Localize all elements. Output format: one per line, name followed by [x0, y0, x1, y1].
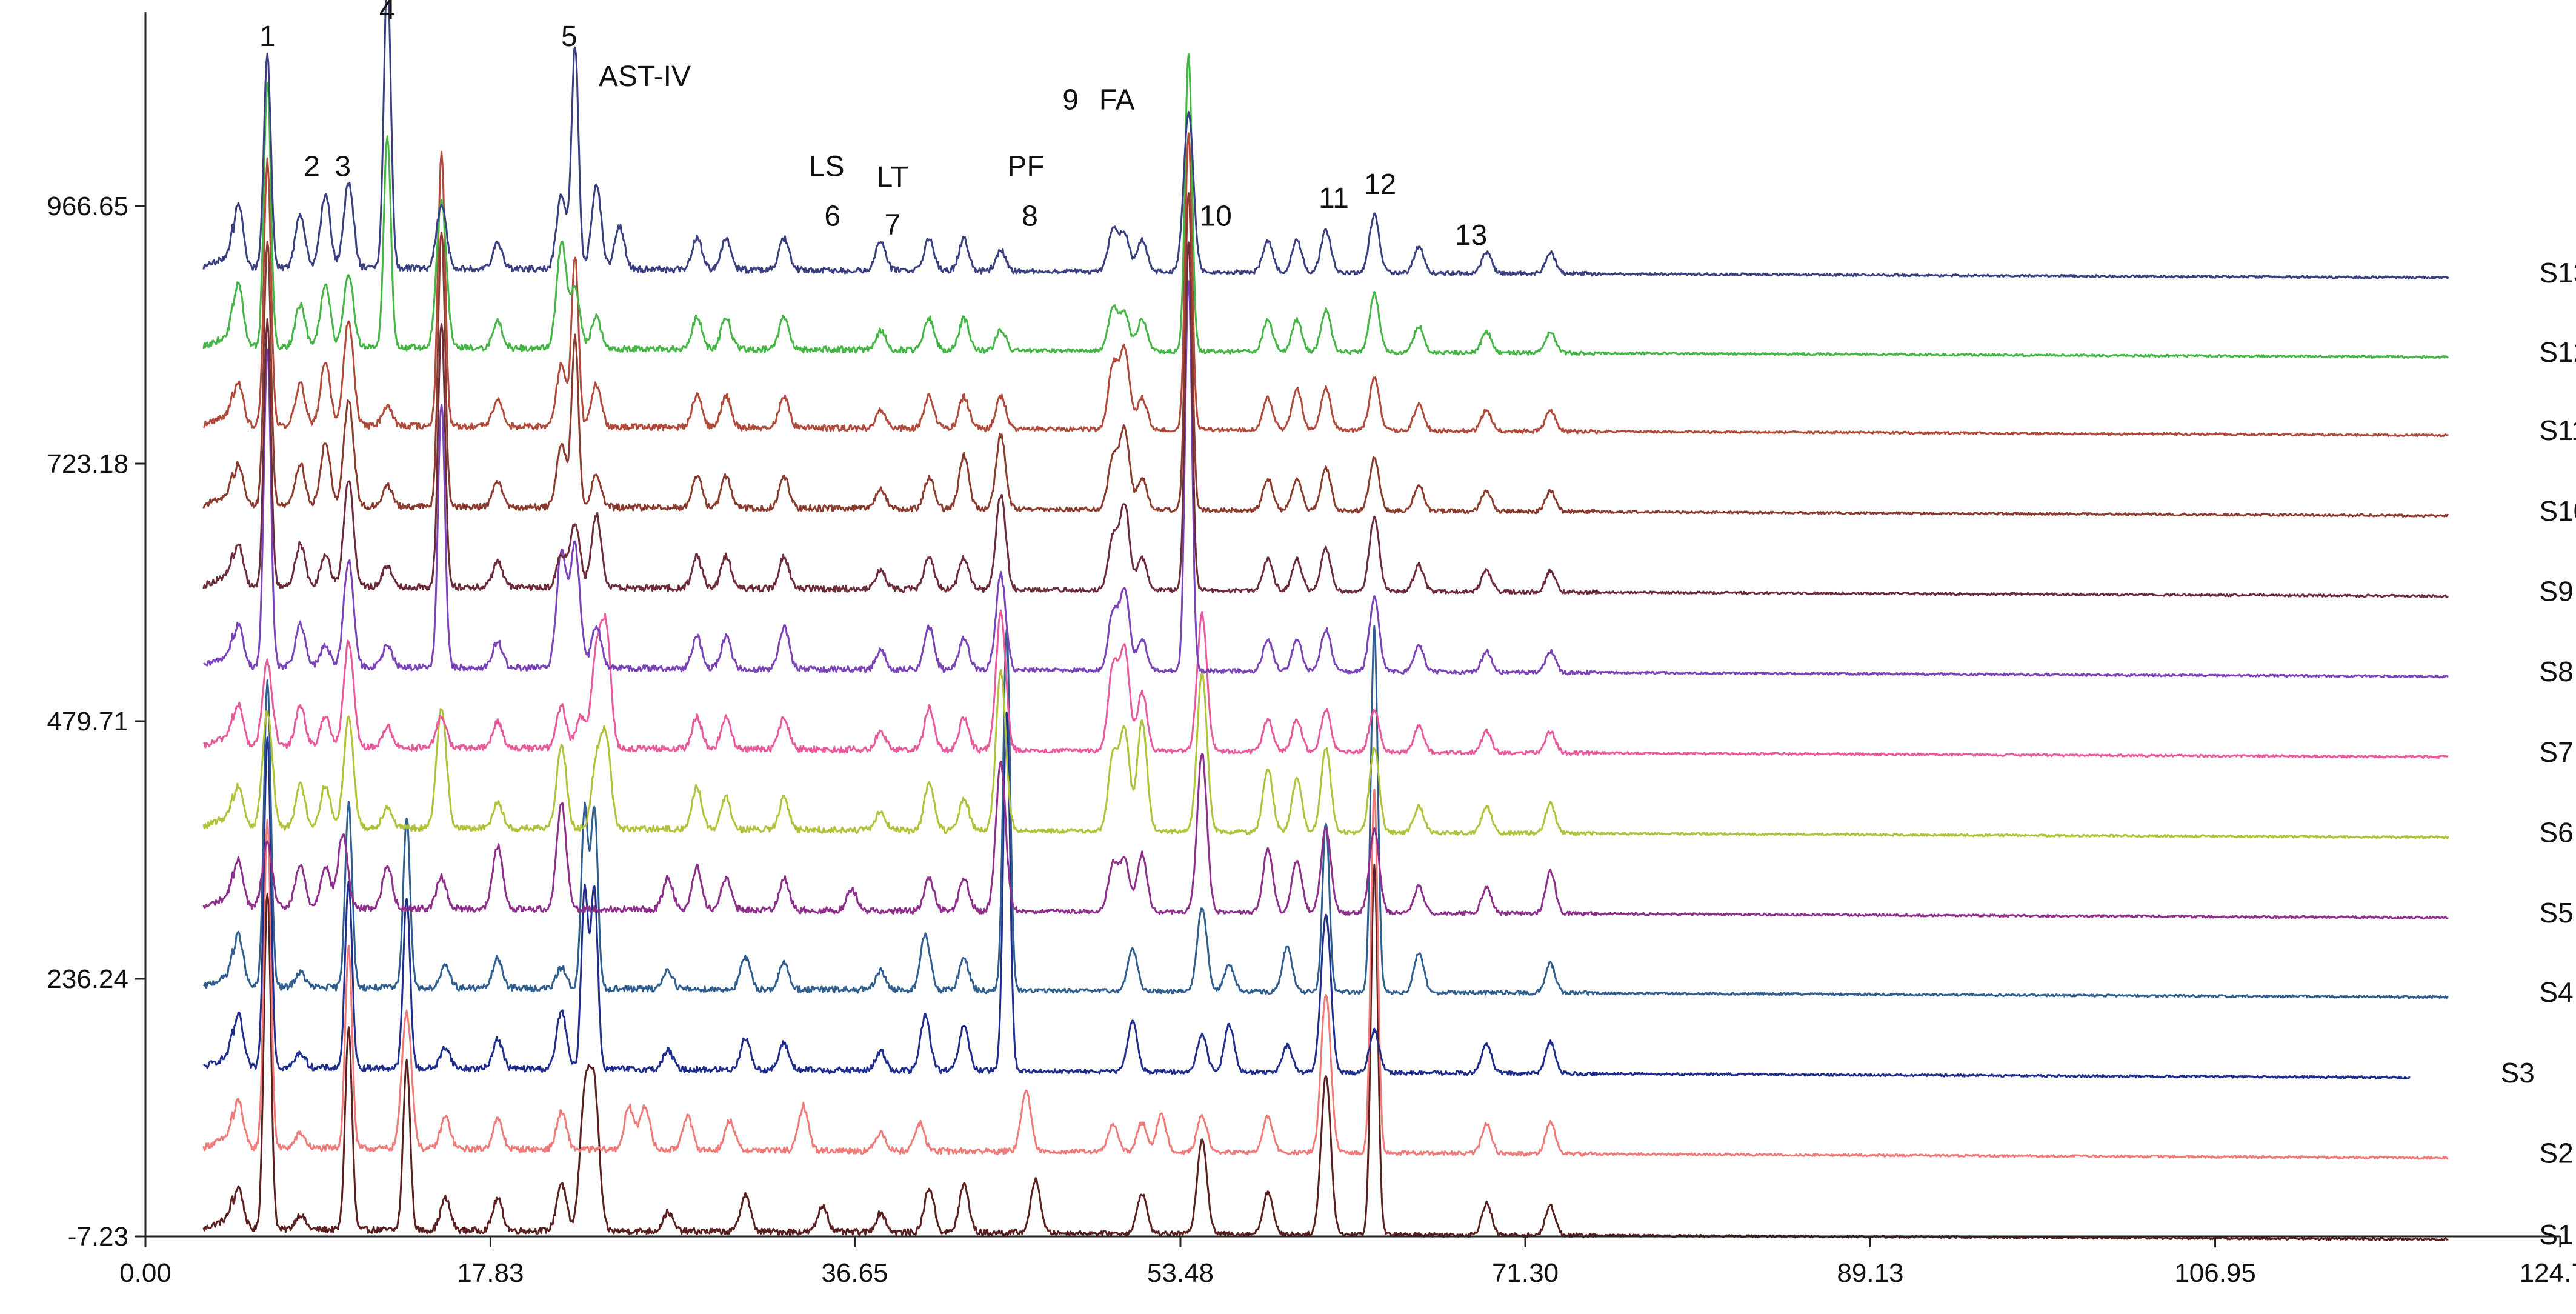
trace-s4: [202, 625, 2449, 999]
x-tick-label: 89.13: [1837, 1258, 1903, 1288]
y-tick-label: 236.24: [47, 964, 128, 994]
sample-label-s7: S7: [2539, 736, 2573, 768]
peak-label: 6: [824, 201, 840, 233]
y-tick-label: -7.23: [68, 1222, 128, 1252]
peak-label: LS: [809, 151, 845, 183]
x-tick-label: 53.48: [1147, 1258, 1214, 1288]
sample-label-s6: S6: [2539, 817, 2573, 849]
x-ticks: 0.00 17.83 36.65 53.48 71.30 89.13 106.95 124.7…: [119, 1236, 2576, 1288]
trace-s9: [202, 241, 2449, 598]
sample-label-s13: S13: [2539, 257, 2576, 288]
peak-label: 9: [1062, 84, 1079, 116]
peak-label: 11: [1319, 182, 1349, 215]
peak-label: 7: [884, 209, 900, 241]
sample-label-s12: S12: [2539, 336, 2576, 368]
sample-label-s2: S2: [2539, 1137, 2573, 1169]
peak-label: 8: [1022, 201, 1038, 233]
peak-label: FA: [1099, 84, 1135, 116]
trace-s2: [202, 789, 2449, 1160]
x-tick-label: 0.00: [119, 1258, 171, 1288]
x-tick-label: 36.65: [821, 1258, 888, 1288]
y-tick-label: 479.71: [47, 707, 128, 736]
trace-s6: [202, 669, 2449, 839]
sample-label-s5: S5: [2539, 897, 2573, 929]
peak-label: 12: [1364, 168, 1396, 201]
trace-s8: [202, 280, 2449, 679]
y-ticks: -7.23 236.24 479.71 723.18 966.65: [47, 192, 145, 1252]
y-tick-label: 966.65: [47, 192, 128, 221]
sample-label-s3: S3: [2501, 1057, 2535, 1089]
trace-s7: [202, 609, 2449, 759]
peak-label: 13: [1455, 219, 1487, 252]
sample-labels: S1 S2 S3 S4 S5 S6 S7 S8 S9 S10 S11 S12 S13: [2501, 257, 2576, 1250]
peak-label: AST-IV: [599, 61, 691, 93]
peak-label: PF: [1007, 151, 1044, 183]
peak-labels: 1 4 2 3 5 AST-IV LS 6 LT 7 PF 8 9 FA 10 11 12 13: [259, 0, 1487, 252]
sample-label-s8: S8: [2539, 656, 2573, 687]
trace-group: [202, 0, 2449, 1242]
trace-s12: [202, 53, 2449, 359]
peak-label: 3: [334, 151, 351, 183]
peak-label: 2: [304, 151, 320, 183]
sample-label-s1: S1: [2539, 1219, 2573, 1250]
trace-s3: [203, 712, 2411, 1080]
y-tick-label: 723.18: [47, 449, 128, 479]
x-tick-label: 124.78: [2520, 1258, 2576, 1288]
peak-label: 4: [379, 0, 396, 26]
trace-s13: [202, 0, 2449, 280]
sample-label-s11: S11: [2539, 415, 2576, 446]
trace-s1: [202, 864, 2449, 1242]
x-tick-label: 17.83: [457, 1258, 524, 1288]
peak-label: LT: [877, 161, 908, 193]
peak-label: 1: [259, 21, 276, 53]
x-tick-label: 106.95: [2174, 1258, 2256, 1288]
trace-s5: [202, 753, 2449, 920]
sample-label-s10: S10: [2539, 495, 2576, 527]
sample-label-s9: S9: [2539, 576, 2573, 607]
x-tick-label: 71.30: [1492, 1258, 1559, 1288]
trace-s10: [202, 192, 2449, 518]
sample-label-s4: S4: [2539, 976, 2573, 1008]
trace-s11: [202, 132, 2449, 438]
peak-label: 10: [1199, 201, 1231, 233]
peak-label: 5: [561, 21, 577, 53]
